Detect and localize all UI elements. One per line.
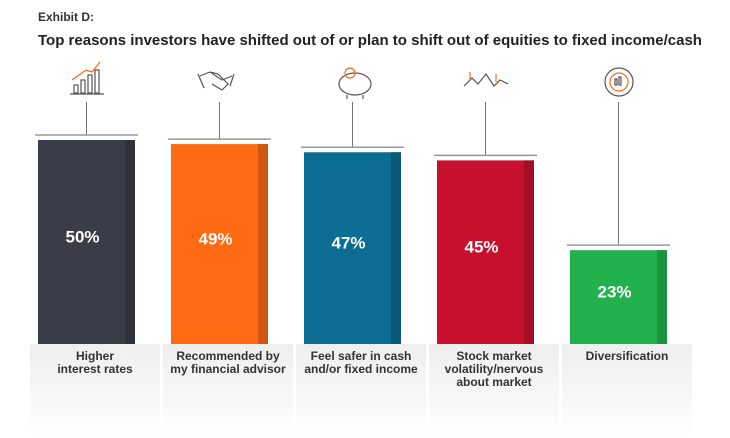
category-label: Feel safer in cash and/or fixed income <box>304 349 418 376</box>
label-panel <box>562 344 692 438</box>
label-panel <box>163 344 293 438</box>
category-label: Recommended by my financial advisor <box>170 349 286 376</box>
icon-diversify <box>604 67 634 97</box>
value-label: 47% <box>331 234 365 253</box>
bar-shade <box>524 160 534 344</box>
label-panel <box>30 344 160 438</box>
category-label: Stock market volatility/nervous about ma… <box>444 349 544 389</box>
icon-handshake <box>197 71 235 91</box>
category-label: Diversification <box>585 349 669 363</box>
value-label: 50% <box>65 227 99 246</box>
icon-volatility <box>463 72 509 87</box>
title: Exhibit D: <box>38 10 94 24</box>
icons <box>70 61 634 99</box>
bar-shade <box>657 250 667 344</box>
label-panel <box>429 344 559 438</box>
bar <box>38 140 135 344</box>
label-panel <box>296 344 426 438</box>
bar-shade <box>125 140 135 344</box>
bar-shade <box>391 152 401 344</box>
icon-piggy <box>338 67 372 99</box>
value-label: 23% <box>597 283 631 302</box>
value-label: 45% <box>464 238 498 257</box>
category-label: Higher interest rates <box>57 349 133 376</box>
bar-shade <box>258 144 268 344</box>
subtitle: Top reasons investors have shifted out o… <box>38 32 702 49</box>
bar <box>437 160 534 344</box>
bar <box>304 152 401 344</box>
bar <box>171 144 268 344</box>
bar <box>570 250 667 344</box>
value-label: 49% <box>198 230 232 249</box>
icon-growth <box>70 61 104 95</box>
